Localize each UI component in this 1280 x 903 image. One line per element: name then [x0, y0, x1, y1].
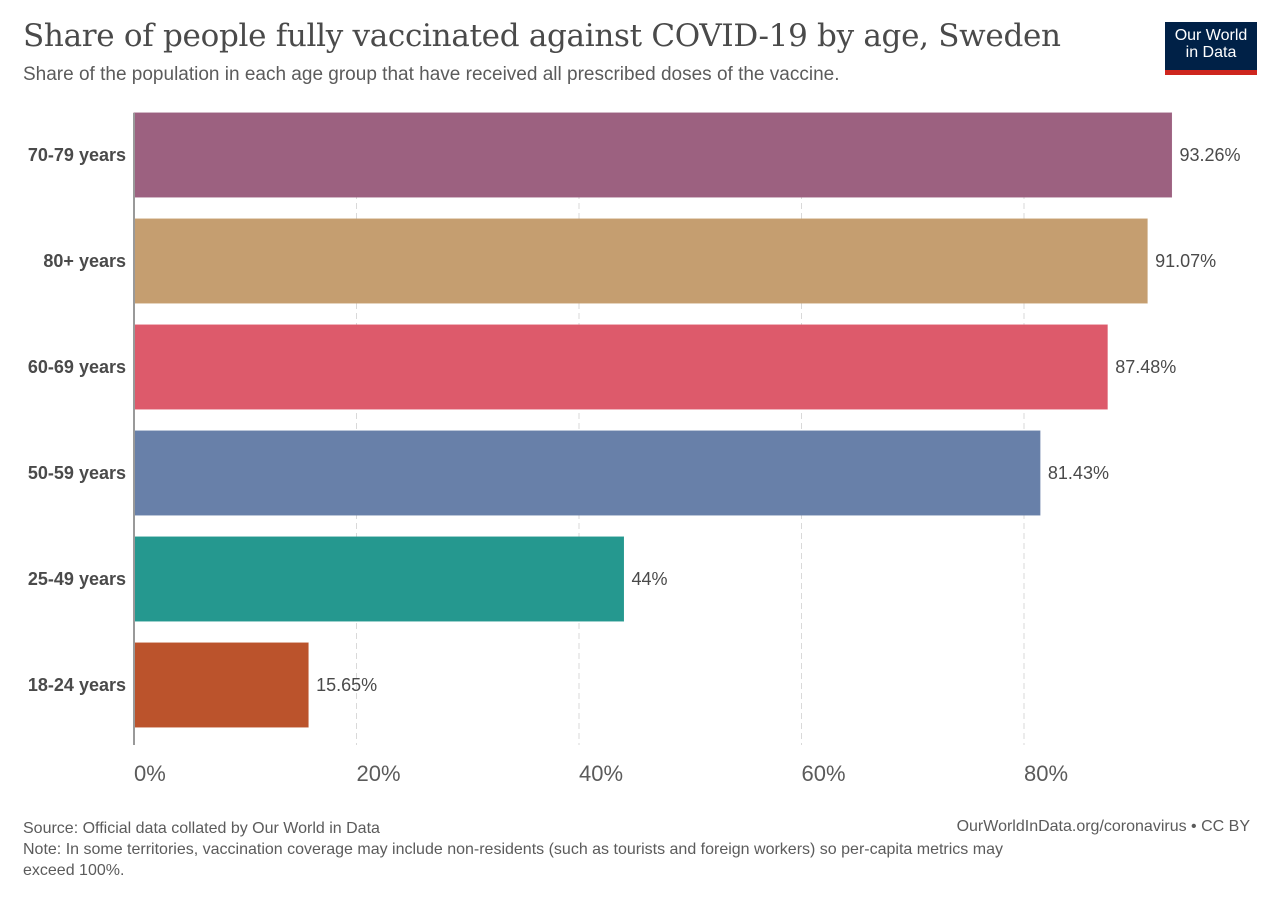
- x-tick-label: 40%: [579, 761, 623, 786]
- value-label: 81.43%: [1048, 463, 1109, 483]
- owid-logo[interactable]: Our World in Data: [1165, 22, 1257, 75]
- gridlines: [356, 113, 1025, 745]
- bars: [133, 112, 1173, 728]
- category-label: 70-79 years: [28, 145, 126, 165]
- x-tick-label: 60%: [802, 761, 846, 786]
- bar-80-years[interactable]: [133, 218, 1148, 304]
- bar-18-24-years[interactable]: [133, 642, 309, 728]
- category-label: 18-24 years: [28, 675, 126, 695]
- x-tick-label: 0%: [134, 761, 166, 786]
- category-label: 25-49 years: [28, 569, 126, 589]
- value-label: 44%: [632, 569, 668, 589]
- bar-70-79-years[interactable]: [133, 112, 1173, 198]
- x-tick-label: 80%: [1024, 761, 1068, 786]
- value-label: 93.26%: [1180, 145, 1241, 165]
- value-label: 15.65%: [316, 675, 377, 695]
- chart-subtitle: Share of the population in each age grou…: [23, 64, 840, 85]
- credit-link[interactable]: OurWorldInData.org/coronavirus • CC BY: [956, 818, 1250, 835]
- bar-chart: 0% 20% 40% 60% 80% 70-79 years 93.26% 80+ years…: [28, 112, 1241, 786]
- chart-title: Share of people fully vaccinated against…: [23, 18, 1061, 54]
- labels: 0% 20% 40% 60% 80% 70-79 years 93.26% 80+ years…: [28, 145, 1241, 786]
- value-label: 87.48%: [1115, 357, 1176, 377]
- category-label: 50-59 years: [28, 463, 126, 483]
- logo-line-2: in Data: [1185, 44, 1237, 61]
- category-label: 80+ years: [43, 251, 126, 271]
- category-label: 60-69 years: [28, 357, 126, 377]
- note-line-2: exceed 100%.: [23, 862, 125, 879]
- x-tick-label: 20%: [357, 761, 401, 786]
- note-line-1: Note: In some territories, vaccination c…: [23, 841, 1003, 858]
- bar-25-49-years[interactable]: [133, 536, 624, 622]
- value-label: 91.07%: [1155, 251, 1216, 271]
- bar-60-69-years[interactable]: [133, 324, 1108, 410]
- source-text: Source: Official data collated by Our Wo…: [23, 820, 380, 837]
- bar-50-59-years[interactable]: [133, 430, 1041, 516]
- logo-line-1: Our World: [1174, 27, 1248, 44]
